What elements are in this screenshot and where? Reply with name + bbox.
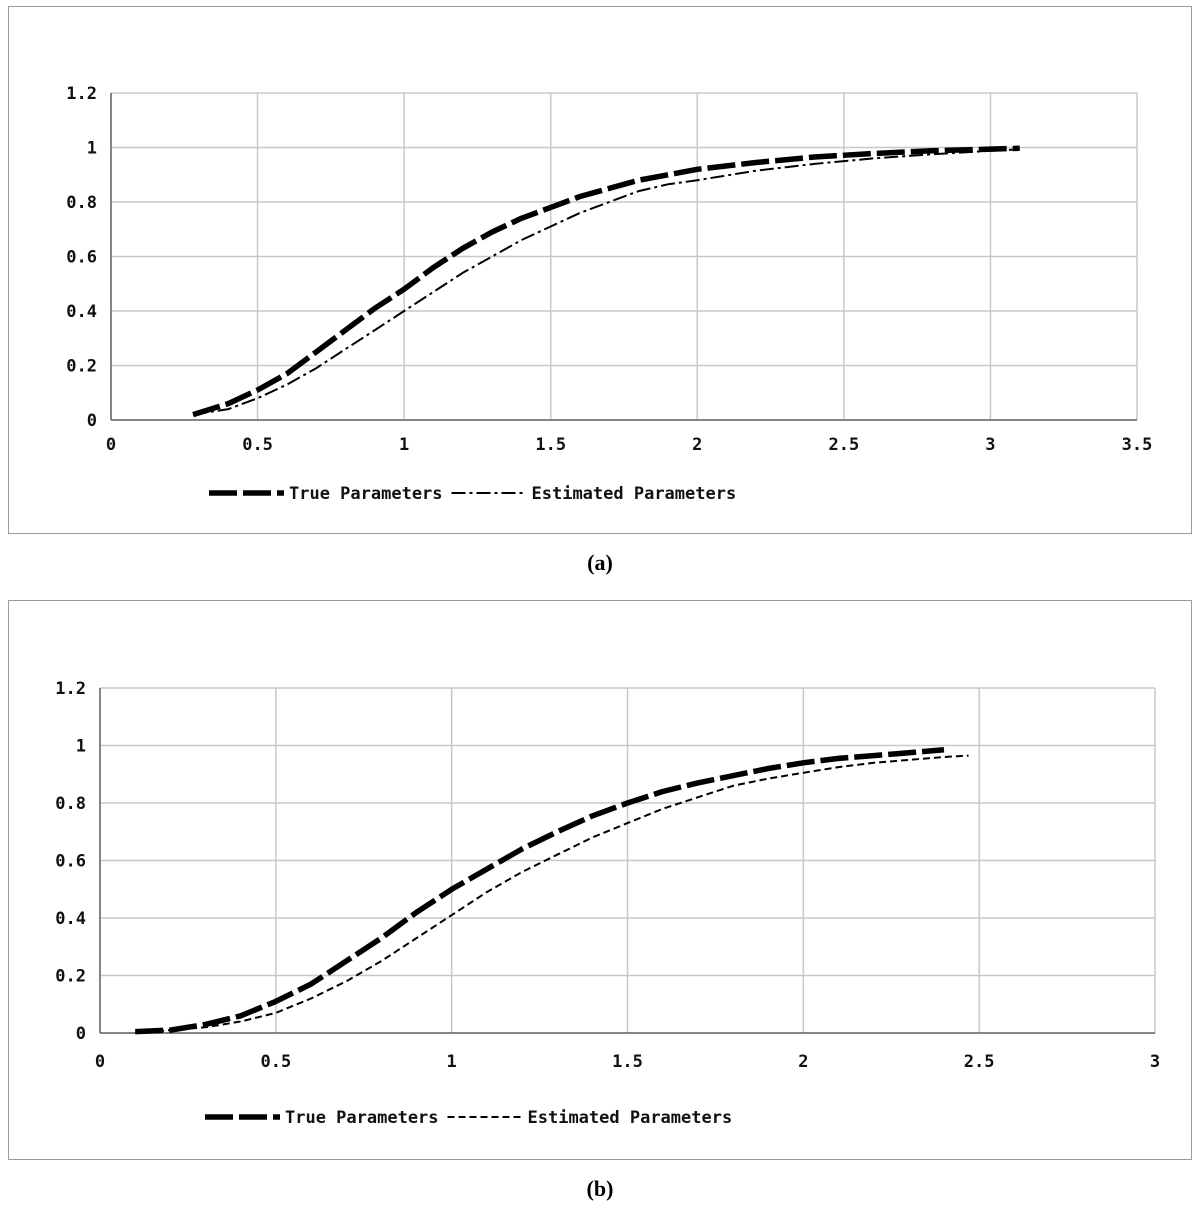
x-tick-label: 0	[95, 1052, 105, 1072]
caption-a: (a)	[587, 550, 613, 575]
y-tick-label: 0.4	[66, 302, 97, 322]
x-tick-label: 1.5	[612, 1052, 643, 1072]
y-tick-label: 0	[87, 411, 97, 431]
chart-panel-a: 0 0.5 1 1.5 2 2.5 3 3.5 0 0.2 0.4 0.6 0.8 1 1.2 True Pa…	[8, 6, 1192, 534]
x-tick-label: 1.5	[535, 435, 566, 455]
y-tick-label: 0.6	[55, 852, 86, 872]
y-tick-label: 1	[87, 139, 97, 159]
y-tick-label: 0.6	[66, 248, 97, 268]
chart-panel-b: 0 0.5 1 1.5 2 2.5 3 0 0.2 0.4 0.6 0.8 1 1.2 True Param…	[8, 600, 1192, 1160]
y-tick-label: 0	[76, 1024, 86, 1044]
y-tick-label: 1.2	[66, 84, 97, 104]
legend: True Parameters Estimated Parameters	[209, 484, 736, 504]
x-tick-label: 3	[985, 435, 995, 455]
x-tick-label: 3	[1150, 1052, 1160, 1072]
legend: True Parameters Estimated Parameters	[205, 1108, 732, 1128]
series-line-estimated-parameters	[135, 754, 969, 1034]
series-line-estimated-parameters	[192, 148, 1020, 416]
chart-b-svg: 0 0.5 1 1.5 2 2.5 3 0 0.2 0.4 0.6 0.8 1 1.2 True Param…	[55, 679, 1160, 1128]
x-tick-label: 2	[798, 1052, 808, 1072]
legend-label: True Parameters	[289, 484, 443, 504]
gridlines	[110, 92, 1138, 421]
legend-label: Estimated Parameters	[532, 484, 737, 504]
caption-b: (b)	[586, 1176, 614, 1201]
x-tick-label: 0.5	[242, 435, 273, 455]
y-tick-label: 1	[76, 737, 86, 757]
x-tick-label: 3.5	[1122, 435, 1153, 455]
y-tick-label: 0.8	[55, 794, 86, 814]
y-tick-label: 0.2	[55, 967, 86, 987]
y-tick-label: 1.2	[55, 679, 86, 699]
x-tick-label: 1	[447, 1052, 457, 1072]
x-tick-label: 2	[692, 435, 702, 455]
gridlines	[99, 687, 1156, 1034]
legend-label: Estimated Parameters	[528, 1108, 733, 1128]
x-tick-label: 1	[399, 435, 409, 455]
x-tick-label: 0	[106, 435, 116, 455]
x-tick-label: 2.5	[964, 1052, 995, 1072]
series-line-true-parameters	[192, 145, 1020, 418]
y-tick-label: 0.2	[66, 357, 97, 377]
legend-label: True Parameters	[285, 1108, 439, 1128]
x-tick-label: 2.5	[828, 435, 859, 455]
series-line-true-parameters	[135, 747, 945, 1035]
y-tick-label: 0.4	[55, 909, 86, 929]
chart-a-svg: 0 0.5 1 1.5 2 2.5 3 3.5 0 0.2 0.4 0.6 0.8 1 1.2 True Pa…	[66, 84, 1153, 504]
y-tick-label: 0.8	[66, 193, 97, 213]
x-tick-label: 0.5	[260, 1052, 291, 1072]
